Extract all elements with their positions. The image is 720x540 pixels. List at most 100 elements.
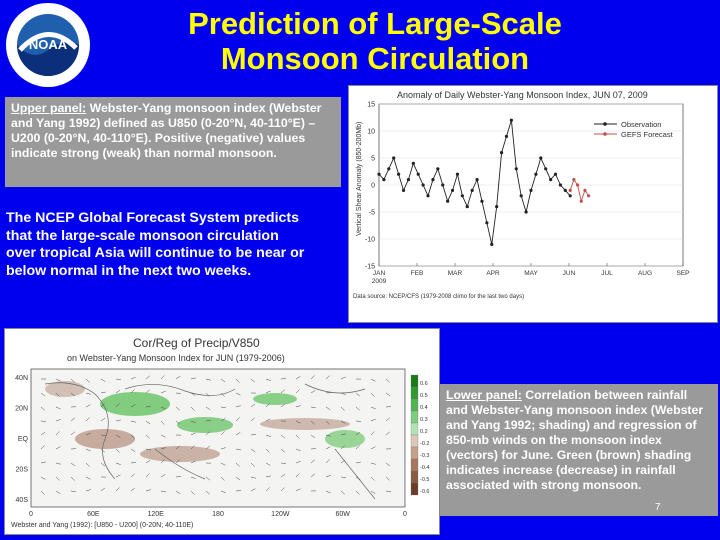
wind-vector [190,432,196,436]
wind-vector [220,406,226,409]
wind-vector [280,448,285,453]
wind-vector [160,474,166,478]
wind-vector [280,487,285,492]
data-point [455,172,460,176]
wind-vector [205,490,210,495]
wind-vector [130,434,135,439]
lat-label: 40S [16,497,29,504]
wind-vector [55,392,60,397]
wind-vector [235,432,241,436]
y-tick-label: 15 [367,102,375,109]
wind-vector [310,375,315,380]
wind-vector [55,419,61,422]
wind-vector [145,489,151,492]
wind-vector [160,390,166,394]
series-line [378,120,571,245]
y-tick-label: -5 [369,210,375,217]
wind-vector [295,376,301,380]
data-point [387,167,391,171]
legend-fcst-label: GEFS Forecast [621,130,674,139]
wind-vector [325,459,330,464]
wind-vector [310,406,316,409]
wind-vector [385,431,391,436]
data-point [558,183,563,187]
colorbar-label: 0.5 [420,393,428,399]
wind-vector [355,445,360,450]
data-point [475,178,479,182]
green-shade [253,393,297,405]
colorbar-label: 0.3 [420,417,428,423]
wind-vector [145,420,151,425]
wind-vector [40,406,45,411]
wind-vector [190,460,196,464]
data-point [397,172,401,176]
wind-vector [70,490,76,493]
colorbar-label: 0.2 [420,429,428,435]
wind-vector [265,378,271,381]
monsoon-index-chart: Anomaly of Daily Webster-Yang Monsoon In… [348,85,718,323]
noaa-logo: NOAA [6,3,90,87]
data-point [470,188,474,192]
wind-vector [235,462,240,467]
correlation-map-svg: Cor/Reg of Precip/V850 on Webster-Yang M… [11,336,429,529]
map-lat-labels: 40N 20N EQ 20S 40S [15,375,28,504]
colorbar-swatch [410,410,419,424]
data-point [411,161,415,165]
colorbar-swatch [410,422,419,436]
wind-vector [250,488,256,492]
wind-vector [55,431,60,436]
logo-text: NOAA [29,37,68,52]
x-tick-label: 2009 [372,278,387,285]
data-point [382,178,386,182]
wind-vector [130,404,136,408]
monsoon-index-svg: Anomaly of Daily Webster-Yang Monsoon In… [353,90,690,300]
wind-vector [160,490,166,493]
wind-vector [175,490,181,494]
title-line-1: Prediction of Large-Scale [188,6,562,41]
lon-label: 180 [212,511,224,518]
data-point [572,178,576,182]
colorbar-label: -0.3 [420,453,429,459]
data-point [544,167,548,171]
data-point [465,205,469,209]
wind-vector [355,461,361,464]
wind-vector [160,375,165,380]
wind-vector [190,445,195,450]
wind-vector [190,406,195,411]
wind-vector [340,392,346,395]
brown-shade [45,381,85,397]
wind-vector [370,392,375,397]
wind-vector [55,406,61,410]
wind-vector [355,406,360,411]
data-point [568,194,572,198]
wind-vector [175,375,181,380]
forecast-paragraph: The NCEP Global Forecast System predicts… [6,210,305,279]
upper-panel-label: Upper panel: [11,101,87,115]
data-point [549,178,553,182]
wind-vector [265,487,270,492]
wind-vector [295,434,300,439]
x-tick-label: FEB [411,270,424,277]
wind-vector [145,389,150,394]
wind-vector [325,406,331,410]
coastlines [44,382,376,500]
map-footnote: Webster and Yang (1992): [U850 - U200] (… [11,522,193,529]
lower-panel-description: Lower panel: Correlation between rainfal… [440,384,718,516]
wind-vector [295,420,301,424]
y-tick-label: 0 [371,183,375,190]
data-point [490,242,494,246]
colorbar-label: -0.2 [420,441,429,447]
data-point [485,221,489,225]
y-tick-label: -15 [365,264,375,271]
colorbar-swatch [410,386,419,400]
wind-vector [220,447,226,450]
wind-vector [85,417,90,422]
data-point [426,194,430,198]
wind-vector [115,378,121,380]
wind-vector [250,378,256,383]
wind-vector [250,417,255,422]
wind-vector [280,378,286,380]
wind-vector [250,462,255,467]
colorbar-label: 0.4 [420,405,428,411]
wind-vector [220,490,226,494]
